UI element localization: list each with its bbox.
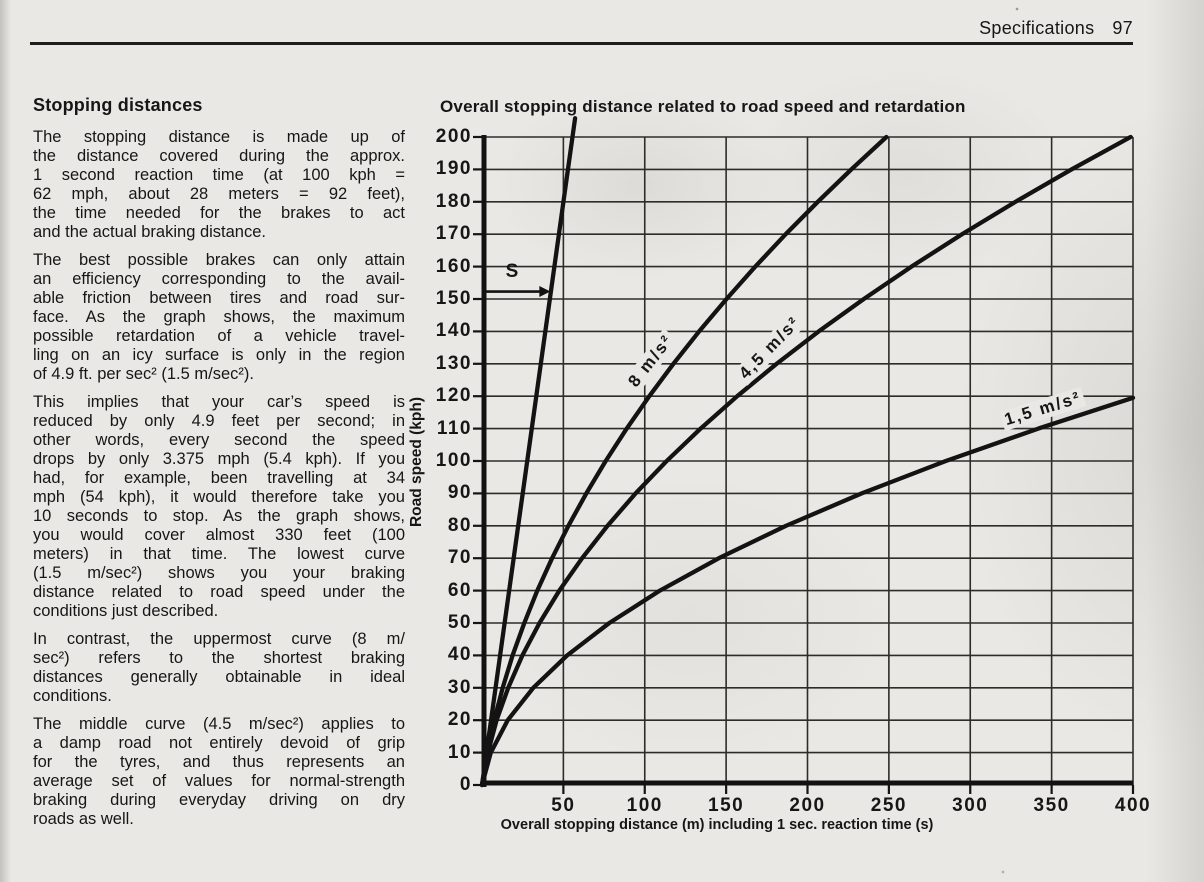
text-line: The middle curve (4.5 m/sec²) applies to xyxy=(33,715,405,733)
text-line: The best possible brakes can only attain xyxy=(33,251,405,269)
text-line: 1 second reaction time (at 100 kph = xyxy=(33,166,405,184)
article-column: Stopping distances The stopping distance… xyxy=(33,95,405,838)
text-line: drops by only 3.375 mph (5.4 kph). If yo… xyxy=(33,450,405,468)
text-line: the time needed for the brakes to act xyxy=(33,204,405,222)
text-line: distances generally obtainable in ideal xyxy=(33,668,405,686)
s-line-label: S xyxy=(505,261,519,283)
y-tick-label: 130 xyxy=(435,352,472,374)
header-rule xyxy=(30,42,1133,45)
curve-reaction-distance xyxy=(479,116,578,788)
y-tick-label: 30 xyxy=(447,676,472,698)
chart-title: Overall stopping distance related to roa… xyxy=(440,97,966,116)
text-line: a damp road not entirely devoid of grip xyxy=(33,734,405,752)
x-tick-label: 100 xyxy=(626,795,663,816)
y-tick-label: 170 xyxy=(435,223,472,245)
x-tick-label: 150 xyxy=(708,795,745,816)
text-line: This implies that your car’s speed is xyxy=(33,393,405,411)
text-line: (1.5 m/sec²) shows you your braking xyxy=(33,564,405,582)
text-line: sec²) refers to the shortest braking xyxy=(33,649,405,667)
curve-retardation-1-5 xyxy=(479,395,1136,788)
y-tick-label: 10 xyxy=(447,741,472,763)
text-line: In contrast, the uppermost curve (8 m/ xyxy=(33,630,405,648)
paragraph: The middle curve (4.5 m/sec²) applies to… xyxy=(33,715,405,829)
header-section-title: Specifications xyxy=(979,18,1095,38)
paragraph: The stopping distance is made up of the d… xyxy=(33,128,405,242)
paragraph: The best possible brakes can only attain… xyxy=(33,251,405,384)
y-tick-label: 160 xyxy=(435,255,472,277)
text-line: able friction between tires and road sur… xyxy=(33,289,405,307)
chart-canvas xyxy=(473,116,1136,794)
paragraph: This implies that your car’s speed is red… xyxy=(33,393,405,621)
page-header: Specifications 97 xyxy=(979,18,1133,39)
text-line: meters) in that time. The lowest curve xyxy=(33,545,405,563)
y-tick-label: 0 xyxy=(459,774,472,795)
plot-area xyxy=(473,116,1136,794)
article-body: The stopping distance is made up of the d… xyxy=(33,128,405,829)
text-line: for the tyres, and thus represents an xyxy=(33,753,405,771)
text-line: conditions. xyxy=(33,687,112,705)
x-tick-label: 250 xyxy=(870,795,907,816)
curve-retardation-8 xyxy=(479,134,889,788)
text-line: and the actual braking distance. xyxy=(33,223,266,241)
y-tick-label: 120 xyxy=(435,385,472,407)
text-line: conditions just described. xyxy=(33,602,219,620)
header-page-number: 97 xyxy=(1112,18,1133,38)
y-tick-label: 180 xyxy=(435,190,472,212)
y-tick-label: 150 xyxy=(435,288,472,309)
y-tick-label: 40 xyxy=(447,644,472,666)
text-line: you would cover almost 330 feet (100 xyxy=(33,526,405,544)
article-heading: Stopping distances xyxy=(33,95,203,115)
x-tick-label: 200 xyxy=(789,795,826,816)
x-tick-label: 50 xyxy=(551,795,576,816)
text-line: ling on an icy surface is only in the re… xyxy=(33,346,405,364)
text-line: distance related to road speed under the xyxy=(33,583,405,601)
curve-retardation-4-5 xyxy=(479,134,1133,788)
text-line: other words, every second the speed xyxy=(33,431,405,449)
s-arrow-head xyxy=(539,286,551,298)
text-line: of 4.9 ft. per sec² (1.5 m/sec²). xyxy=(33,365,254,383)
text-line: braking during everyday driving on dry xyxy=(33,791,405,809)
text-line: possible retardation of a vehicle travel… xyxy=(33,327,405,345)
y-tick-label: 100 xyxy=(435,450,472,471)
y-tick-label: 110 xyxy=(436,417,472,439)
text-line: mph (54 kph), it would therefore take yo… xyxy=(33,488,405,506)
text-line: the distance covered during the approx. xyxy=(33,147,405,165)
y-tick-label: 140 xyxy=(435,320,472,342)
paragraph: In contrast, the uppermost curve (8 m/se… xyxy=(33,630,405,706)
y-tick-label: 50 xyxy=(447,612,472,633)
text-line: 62 mph, about 28 meters = 92 feet), xyxy=(33,185,405,203)
y-tick-label: 20 xyxy=(447,709,472,731)
x-tick-label: 350 xyxy=(1033,795,1070,816)
text-line: reduced by only 4.9 feet per second; in xyxy=(33,412,405,430)
text-line: The stopping distance is made up of xyxy=(33,128,405,146)
y-tick-label: 80 xyxy=(447,514,472,536)
x-axis-label: Overall stopping distance (m) including … xyxy=(500,817,934,833)
y-tick-label: 200 xyxy=(435,126,472,147)
text-line: average set of values for normal-strengt… xyxy=(33,772,405,790)
text-line: an efficiency corresponding to the avail… xyxy=(33,270,405,288)
x-tick-label: 300 xyxy=(952,795,989,816)
y-tick-label: 60 xyxy=(447,579,472,601)
text-line: roads as well. xyxy=(33,810,134,828)
text-line: had, for example, been travelling at 34 xyxy=(33,469,405,487)
text-line: face. As the graph shows, the maximum xyxy=(33,308,405,326)
y-tick-label: 90 xyxy=(447,482,472,504)
y-tick-label: 190 xyxy=(435,158,472,180)
text-line: 10 seconds to stop. As the graph shows, xyxy=(33,507,405,525)
y-tick-label: 70 xyxy=(447,547,472,569)
x-tick-label: 400 xyxy=(1114,795,1152,816)
